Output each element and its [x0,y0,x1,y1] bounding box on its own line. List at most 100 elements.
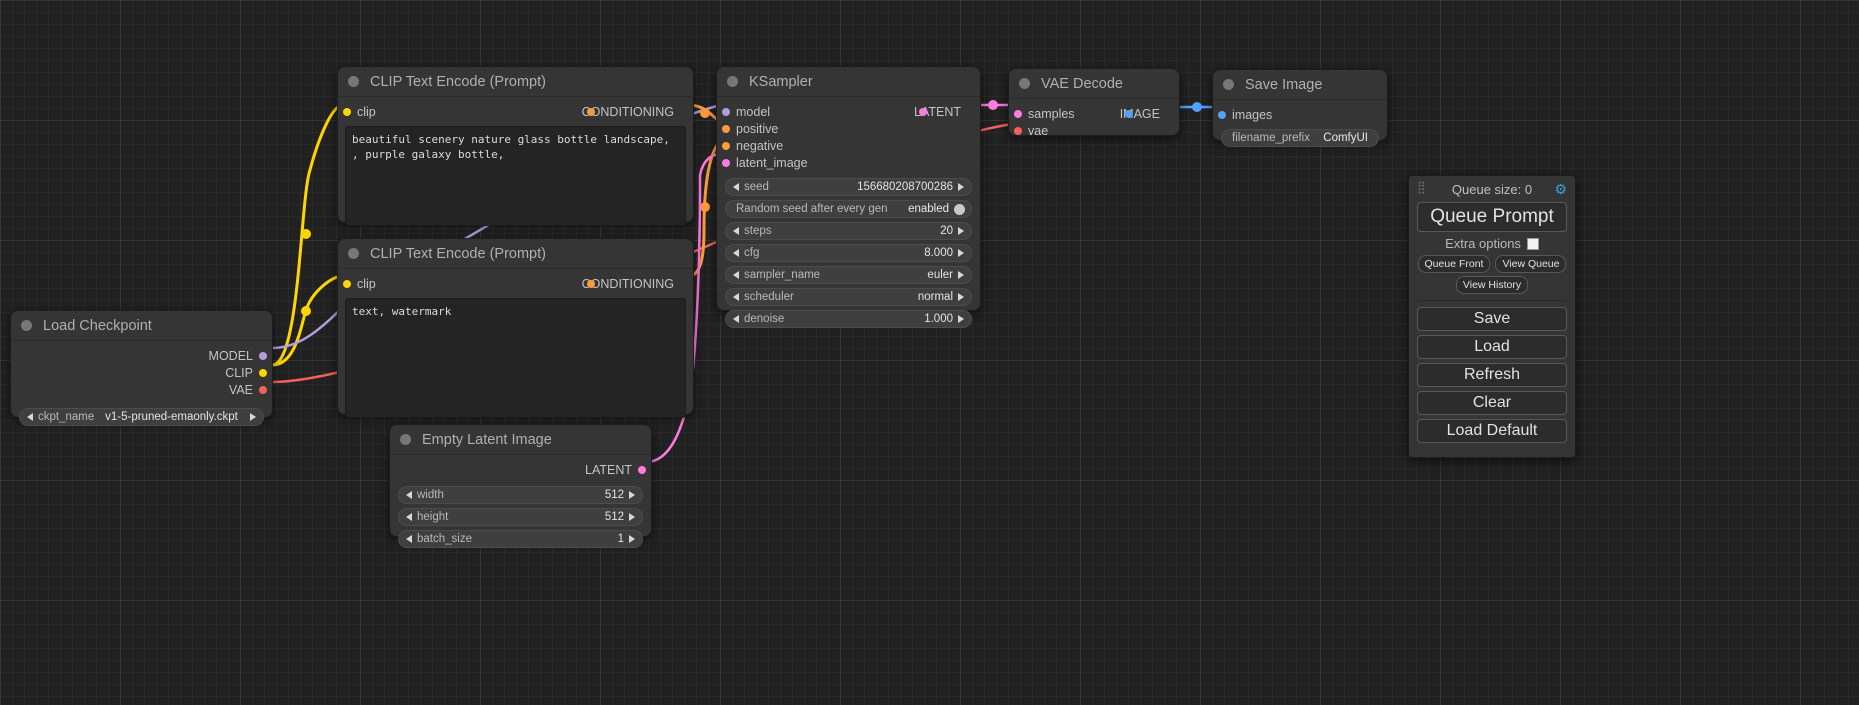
collapse-dot-icon[interactable] [1223,79,1234,90]
menu-drag-handle[interactable]: ⣿ [1417,180,1427,194]
input-slot-negative[interactable]: negative [717,137,980,154]
collapse-dot-icon[interactable] [348,76,359,87]
port-latent-icon[interactable] [638,465,646,474]
extra-options-row[interactable]: Extra options [1417,236,1567,251]
port-clip-icon[interactable] [259,368,267,377]
node-clip-text-encode-negative[interactable]: CLIP Text Encode (Prompt) clip CONDITION… [337,238,694,418]
refresh-button[interactable]: Refresh [1417,363,1567,387]
node-title-bar[interactable]: Save Image [1213,70,1387,100]
node-clip-text-encode-positive[interactable]: CLIP Text Encode (Prompt) clip CONDITION… [337,66,694,226]
port-positive-icon[interactable] [722,124,730,133]
node-empty-latent-image[interactable]: Empty Latent Image LATENT width 512 heig… [389,424,652,548]
increment-arrow-icon[interactable] [629,535,635,543]
increment-arrow-icon[interactable] [958,293,964,301]
extra-options-checkbox[interactable] [1526,237,1539,250]
port-clip-icon[interactable] [343,279,351,288]
next-arrow-icon[interactable] [250,413,256,421]
widget-filename-prefix[interactable]: filename_prefix ComfyUI [1221,129,1379,147]
port-vae-icon[interactable] [1014,126,1022,135]
input-slot-positive[interactable]: positive [717,120,980,137]
node-vae-decode[interactable]: VAE Decode samples IMAGE vae [1008,68,1180,139]
node-title-bar[interactable]: Load Checkpoint [11,311,272,341]
queue-front-button[interactable]: Queue Front [1417,255,1491,273]
node-title-bar[interactable]: KSampler [717,67,980,97]
port-negative-icon[interactable] [722,141,730,150]
widget-scheduler[interactable]: scheduler normal [725,288,972,306]
increment-arrow-icon[interactable] [958,315,964,323]
node-ksampler[interactable]: KSampler model LATENT positive negative [716,66,981,328]
decrement-arrow-icon[interactable] [733,249,739,257]
increment-arrow-icon[interactable] [958,227,964,235]
node-title-bar[interactable]: Empty Latent Image [390,425,651,455]
load-default-button[interactable]: Load Default [1417,419,1567,443]
input-slot-clip[interactable]: clip CONDITIONING [338,275,693,292]
input-slot-images[interactable]: images [1213,106,1387,123]
port-conditioning-icon[interactable] [586,279,595,288]
comfy-menu-panel[interactable]: ⣿ Queue size: 0 ⚙ Queue Prompt Extra opt… [1408,175,1576,458]
node-load-checkpoint[interactable]: Load Checkpoint MODEL CLIP VAE ckpt_name… [10,310,273,426]
decrement-arrow-icon[interactable] [406,535,412,543]
save-button[interactable]: Save [1417,307,1567,331]
port-model-icon[interactable] [259,351,267,360]
widget-random-seed-toggle[interactable]: Random seed after every gen enabled [725,200,972,218]
clear-button[interactable]: Clear [1417,391,1567,415]
collapse-dot-icon[interactable] [348,248,359,259]
output-slot-latent[interactable]: LATENT [390,461,651,478]
widget-seed[interactable]: seed 156680208700286 [725,178,972,196]
prompt-textarea[interactable]: text, watermark [345,298,686,418]
view-history-button[interactable]: View History [1455,276,1529,294]
port-vae-icon[interactable] [259,385,267,394]
widget-cfg[interactable]: cfg 8.000 [725,244,972,262]
output-slot-vae[interactable]: VAE [11,381,272,398]
collapse-dot-icon[interactable] [400,434,411,445]
output-slot-image[interactable]: IMAGE [1120,105,1179,122]
widget-batch-size[interactable]: batch_size 1 [398,530,643,548]
port-conditioning-icon[interactable] [586,107,595,116]
port-images-icon[interactable] [1218,110,1226,119]
increment-arrow-icon[interactable] [958,183,964,191]
widget-value[interactable]: ComfyUI [1323,132,1368,144]
decrement-arrow-icon[interactable] [406,491,412,499]
queue-prompt-button[interactable]: Queue Prompt [1417,202,1567,232]
port-model-icon[interactable] [722,107,730,116]
input-slot-model[interactable]: model LATENT [717,103,980,120]
widget-ckpt-name[interactable]: ckpt_name v1-5-pruned-emaonly.ckpt [19,408,264,426]
input-slot-latent-image[interactable]: latent_image [717,154,980,171]
collapse-dot-icon[interactable] [1019,78,1030,89]
node-title-bar[interactable]: VAE Decode [1009,69,1179,99]
increment-arrow-icon[interactable] [629,491,635,499]
output-slot-conditioning[interactable]: CONDITIONING [582,275,693,292]
gear-icon[interactable]: ⚙ [1554,181,1567,197]
node-title-bar[interactable]: CLIP Text Encode (Prompt) [338,67,693,97]
port-samples-icon[interactable] [1014,109,1022,118]
input-slot-samples[interactable]: samples IMAGE [1009,105,1179,122]
output-slot-latent[interactable]: LATENT [914,103,980,120]
decrement-arrow-icon[interactable] [733,293,739,301]
prompt-textarea[interactable]: beautiful scenery nature glass bottle la… [345,126,686,226]
collapse-dot-icon[interactable] [21,320,32,331]
load-button[interactable]: Load [1417,335,1567,359]
output-slot-clip[interactable]: CLIP [11,364,272,381]
view-queue-button[interactable]: View Queue [1495,255,1567,273]
widget-width[interactable]: width 512 [398,486,643,504]
previous-arrow-icon[interactable] [27,413,33,421]
node-title-bar[interactable]: CLIP Text Encode (Prompt) [338,239,693,269]
widget-height[interactable]: height 512 [398,508,643,526]
port-clip-icon[interactable] [343,107,351,116]
decrement-arrow-icon[interactable] [733,183,739,191]
decrement-arrow-icon[interactable] [406,513,412,521]
toggle-knob-icon[interactable] [954,203,965,215]
collapse-dot-icon[interactable] [727,76,738,87]
increment-arrow-icon[interactable] [629,513,635,521]
increment-arrow-icon[interactable] [958,271,964,279]
decrement-arrow-icon[interactable] [733,271,739,279]
decrement-arrow-icon[interactable] [733,315,739,323]
input-slot-vae[interactable]: vae [1009,122,1179,139]
input-slot-clip[interactable]: clip CONDITIONING [338,103,693,120]
output-slot-model[interactable]: MODEL [11,347,272,364]
increment-arrow-icon[interactable] [958,249,964,257]
port-image-icon[interactable] [1124,109,1133,118]
widget-steps[interactable]: steps 20 [725,222,972,240]
port-latent-image-icon[interactable] [722,158,730,167]
